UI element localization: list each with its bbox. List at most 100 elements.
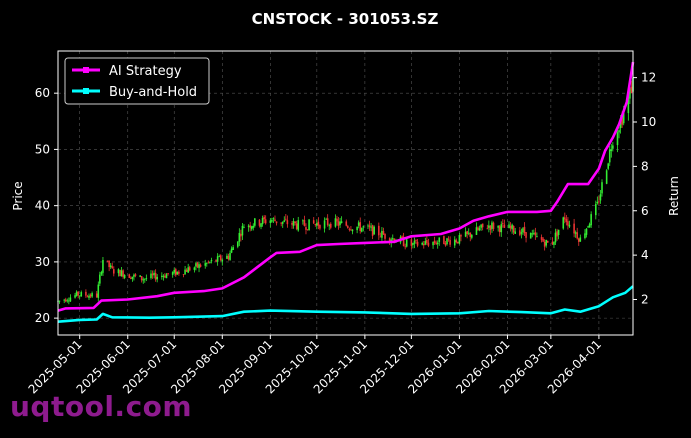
price-candle-body	[553, 241, 555, 245]
price-candle-body	[156, 276, 158, 280]
price-candle-body	[86, 296, 89, 298]
price-candle-body	[502, 223, 504, 224]
y-left-tick-label: 30	[35, 255, 50, 269]
price-candle-body	[556, 231, 558, 237]
price-candle-body	[543, 241, 546, 247]
price-candle-body	[167, 273, 169, 275]
price-candle-body	[150, 273, 152, 279]
price-candle-body	[204, 263, 207, 266]
price-candle-body	[205, 262, 208, 264]
price-candle-body	[297, 220, 300, 231]
price-candle-body	[221, 259, 224, 262]
price-candle-body	[230, 248, 233, 253]
price-candle-body	[590, 214, 592, 226]
price-candle-body	[269, 220, 272, 223]
price-candle-body	[435, 242, 437, 245]
price-candle-body	[334, 218, 337, 227]
price-candle-body	[520, 232, 523, 234]
price-candle-body	[357, 222, 360, 226]
price-candle-body	[306, 229, 309, 231]
price-candle-body	[489, 225, 492, 231]
price-candle-body	[562, 217, 565, 229]
price-candle-body	[509, 225, 512, 229]
price-candle-body	[161, 275, 163, 277]
price-candle-body	[151, 273, 154, 276]
price-candle-body	[464, 231, 467, 237]
price-candle-body	[95, 293, 98, 298]
price-candle-body	[247, 225, 250, 227]
legend-ai-label: AI Strategy	[109, 64, 182, 79]
price-candle-body	[498, 226, 501, 233]
price-candle-body	[243, 227, 245, 229]
y-right-tick-label: 8	[641, 159, 649, 173]
price-candle-body	[401, 236, 403, 239]
price-candle-body	[68, 300, 70, 302]
price-candle-body	[285, 218, 287, 220]
price-candle-body	[388, 238, 391, 242]
price-candle-body	[486, 228, 489, 230]
price-candle-body	[193, 267, 196, 270]
price-candle-body	[587, 226, 589, 228]
price-candle-body	[325, 218, 327, 220]
price-candle-body	[232, 247, 234, 251]
price-candle-body	[75, 291, 78, 296]
price-candle-body	[567, 221, 569, 226]
price-candle-body	[432, 241, 434, 246]
price-candle-body	[173, 269, 176, 273]
price-candle-body	[460, 235, 462, 237]
price-candle-body	[422, 243, 425, 246]
buy-and-hold-line	[57, 285, 634, 323]
price-candle-body	[258, 219, 261, 226]
y-left-tick-label: 50	[35, 142, 50, 156]
y-axis-label-left: Price	[11, 181, 25, 210]
price-candle-body	[274, 219, 276, 222]
price-candle-body	[261, 218, 264, 225]
price-candle-body	[427, 242, 430, 246]
price-candle-body	[368, 225, 371, 228]
price-candle-body	[171, 272, 174, 275]
price-candle-body	[522, 228, 524, 233]
y-axis-label-right: Return	[667, 176, 681, 216]
price-candle-body	[108, 260, 110, 268]
price-candle-body	[218, 256, 220, 258]
price-candle-body	[88, 295, 90, 298]
price-candle-body	[347, 226, 349, 228]
price-candle-body	[227, 255, 230, 260]
price-candle-body	[153, 272, 155, 276]
price-candle-body	[554, 232, 557, 243]
price-candle-body	[519, 230, 521, 236]
price-candle-body	[339, 221, 341, 225]
price-candle-body	[140, 276, 143, 281]
price-candle-body	[302, 220, 304, 222]
price-candle-body	[340, 221, 343, 223]
price-candle-body	[574, 232, 577, 234]
price-candle-body	[128, 274, 131, 279]
price-candle-body	[621, 117, 623, 125]
price-candle-body	[466, 231, 468, 235]
price-candle-body	[449, 240, 451, 245]
price-candle-body	[308, 219, 310, 231]
price-candle-body	[576, 232, 579, 239]
price-candle-body	[525, 232, 527, 238]
price-candle-body	[436, 242, 439, 245]
price-candle-body	[402, 236, 405, 247]
price-candle-body	[475, 227, 478, 235]
price-candle-body	[254, 218, 256, 226]
price-candle-body	[280, 222, 282, 224]
price-candle-body	[272, 218, 275, 220]
price-candle-body	[337, 221, 340, 226]
price-candle-body	[229, 252, 231, 260]
price-candle-body	[618, 130, 620, 133]
return-series	[57, 61, 635, 323]
price-candle-body	[370, 226, 372, 228]
price-candle-body	[533, 233, 535, 234]
price-candle-body	[80, 292, 83, 297]
price-candle-body	[447, 238, 450, 240]
price-candle-body	[568, 224, 571, 227]
y-left-tick-label: 60	[35, 86, 50, 100]
price-candle-body	[219, 255, 222, 261]
price-candle-body	[612, 145, 614, 149]
price-candle-body	[162, 276, 165, 277]
price-candle-body	[404, 246, 406, 248]
